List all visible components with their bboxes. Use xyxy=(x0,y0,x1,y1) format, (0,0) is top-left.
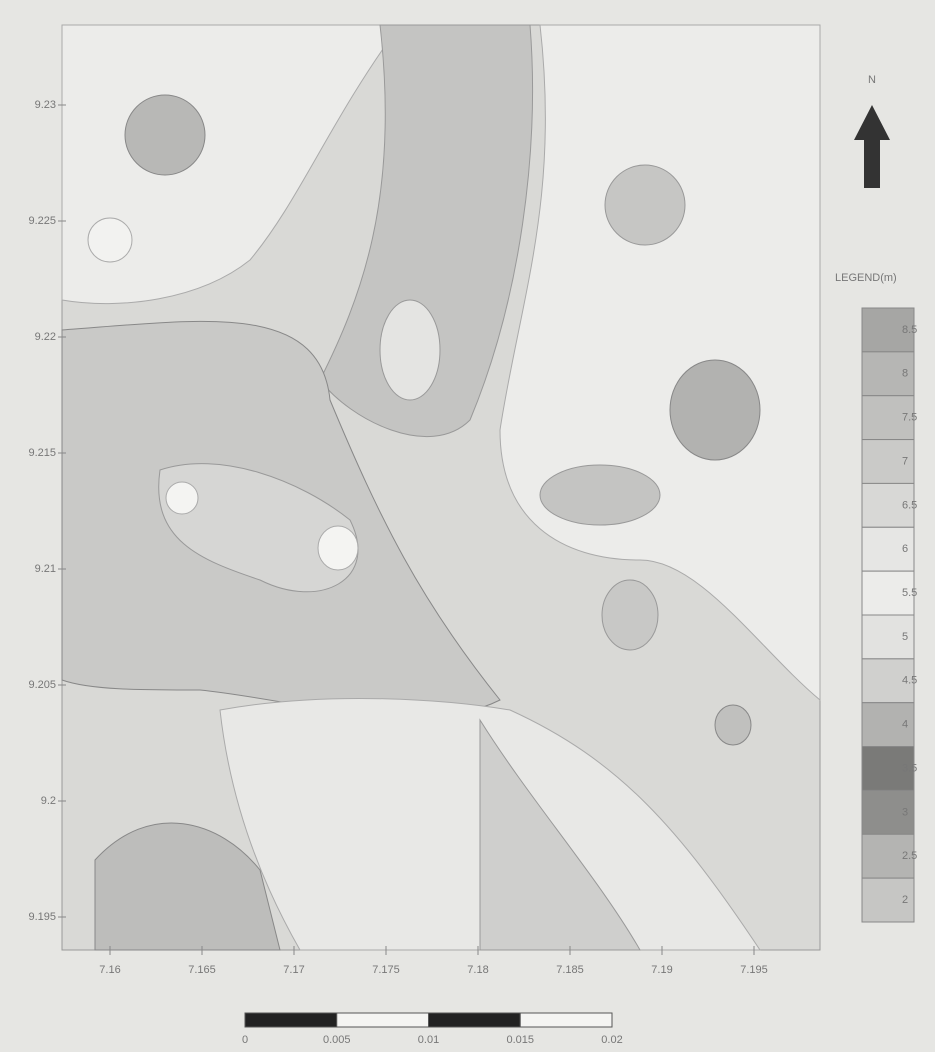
legend-label: 2 xyxy=(902,894,908,906)
contour xyxy=(166,482,198,514)
contour xyxy=(715,705,751,745)
legend-label: 4.5 xyxy=(902,675,917,687)
contour xyxy=(318,526,358,570)
contour xyxy=(125,95,205,175)
x-axis-label: 7.19 xyxy=(651,964,672,976)
scale-segment xyxy=(337,1013,429,1027)
contour xyxy=(605,165,685,245)
y-axis-label: 9.22 xyxy=(35,331,56,343)
legend-label: 3.5 xyxy=(902,762,917,774)
contour xyxy=(540,465,660,525)
legend-title: LEGEND(m) xyxy=(835,272,897,284)
legend-label: 7.5 xyxy=(902,412,917,424)
legend-label: 3 xyxy=(902,806,908,818)
scale-label: 0.01 xyxy=(418,1034,439,1046)
legend-label: 2.5 xyxy=(902,850,917,862)
x-axis-label: 7.165 xyxy=(188,964,216,976)
x-axis-label: 7.18 xyxy=(467,964,488,976)
legend-label: 5.5 xyxy=(902,587,917,599)
y-axis-label: 9.195 xyxy=(28,911,56,923)
legend-label: 7 xyxy=(902,455,908,467)
scale-segment xyxy=(245,1013,337,1027)
y-axis-label: 9.215 xyxy=(28,447,56,459)
legend-label: 4 xyxy=(902,719,908,731)
x-axis-label: 7.17 xyxy=(283,964,304,976)
x-axis-label: 7.195 xyxy=(740,964,768,976)
legend-label: 6 xyxy=(902,543,908,555)
y-axis-label: 9.23 xyxy=(35,99,56,111)
y-axis-label: 9.21 xyxy=(35,563,56,575)
x-axis-label: 7.175 xyxy=(372,964,400,976)
contour xyxy=(380,300,440,400)
scale-label: 0.005 xyxy=(323,1034,351,1046)
legend-label: 5 xyxy=(902,631,908,643)
y-axis-label: 9.225 xyxy=(28,215,56,227)
y-axis-label: 9.205 xyxy=(28,679,56,691)
contour-map xyxy=(62,25,820,950)
y-axis-label: 9.2 xyxy=(41,795,56,807)
map-page: N LEGEND(m) 9.239.2259.229.2159.219.2059… xyxy=(0,0,935,1052)
legend-label: 8 xyxy=(902,368,908,380)
x-axis-label: 7.185 xyxy=(556,964,584,976)
north-label: N xyxy=(868,74,876,86)
scale-label: 0 xyxy=(242,1034,248,1046)
scale-segment xyxy=(520,1013,612,1027)
x-axis-label: 7.16 xyxy=(99,964,120,976)
contour xyxy=(88,218,132,262)
contour xyxy=(670,360,760,460)
scale-segment xyxy=(429,1013,521,1027)
legend-label: 6.5 xyxy=(902,499,917,511)
legend-label: 8.5 xyxy=(902,324,917,336)
scale-label: 0.02 xyxy=(601,1034,622,1046)
contour xyxy=(602,580,658,650)
scale-label: 0.015 xyxy=(506,1034,534,1046)
